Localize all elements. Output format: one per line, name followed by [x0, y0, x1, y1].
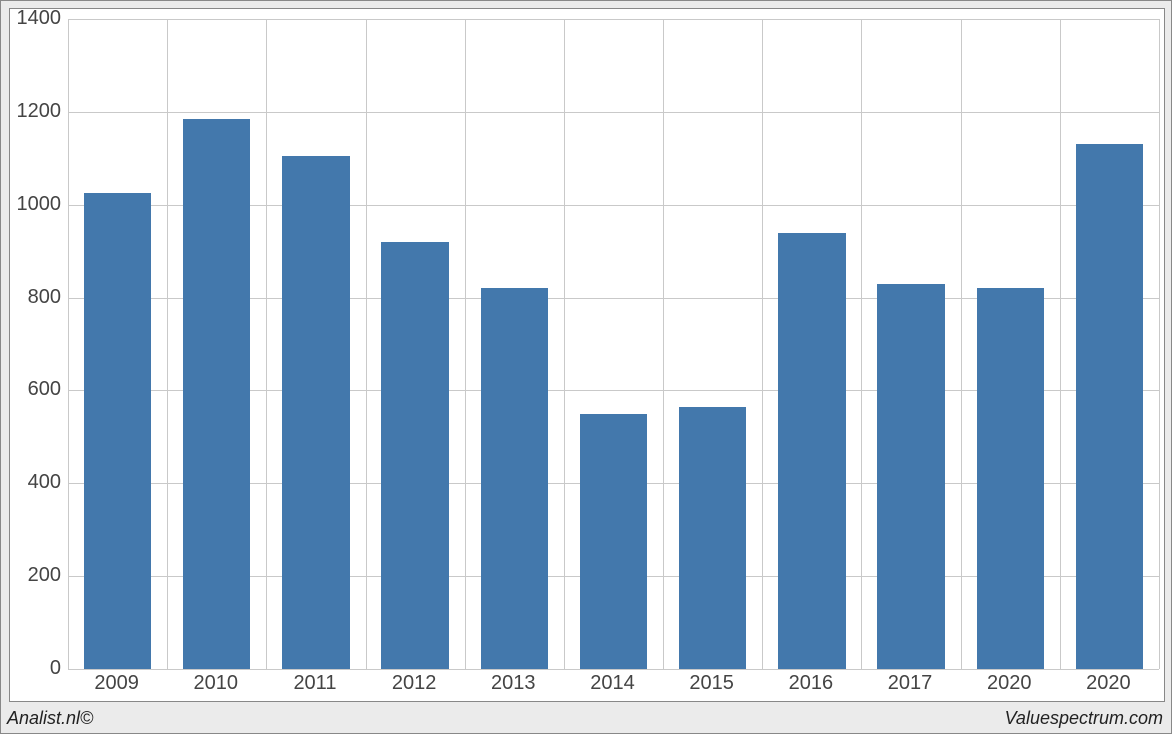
chart-outer-frame: 0200400600800100012001400 20092010201120…: [0, 0, 1172, 734]
x-tick-label: 2010: [166, 672, 265, 695]
y-tick-label: 0: [13, 657, 61, 680]
y-tick-label: 1000: [13, 193, 61, 216]
bar: [877, 284, 944, 669]
x-tick-label: 2009: [67, 672, 166, 695]
bar: [977, 288, 1044, 669]
bar: [84, 193, 151, 669]
bar: [481, 288, 548, 669]
gridline-horizontal: [68, 669, 1159, 670]
gridline-vertical: [167, 19, 168, 669]
bar: [778, 233, 845, 669]
footer-credit-right: Valuespectrum.com: [1005, 708, 1163, 729]
bar: [580, 414, 647, 669]
bar: [1076, 144, 1143, 669]
x-tick-label: 2017: [860, 672, 959, 695]
bar: [679, 407, 746, 669]
y-tick-label: 800: [13, 286, 61, 309]
x-tick-label: 2011: [265, 672, 364, 695]
gridline-vertical: [1060, 19, 1061, 669]
bar: [381, 242, 448, 669]
x-tick-label: 2016: [761, 672, 860, 695]
x-tick-label: 2015: [662, 672, 761, 695]
x-tick-label: 2014: [563, 672, 662, 695]
x-tick-label: 2012: [365, 672, 464, 695]
x-tick-label: 2013: [464, 672, 563, 695]
gridline-vertical: [663, 19, 664, 669]
x-tick-label: 2020: [1059, 672, 1158, 695]
gridline-horizontal: [68, 112, 1159, 113]
gridline-vertical: [762, 19, 763, 669]
footer-credit-left: Analist.nl©: [7, 708, 93, 729]
gridline-vertical: [366, 19, 367, 669]
gridline-vertical: [1159, 19, 1160, 669]
gridline-horizontal: [68, 19, 1159, 20]
plot-frame: [9, 8, 1165, 702]
y-tick-label: 600: [13, 378, 61, 401]
y-tick-label: 400: [13, 471, 61, 494]
gridline-vertical: [68, 19, 69, 669]
gridline-vertical: [465, 19, 466, 669]
bar: [282, 156, 349, 669]
bar: [183, 119, 250, 669]
y-tick-label: 1200: [13, 100, 61, 123]
gridline-vertical: [861, 19, 862, 669]
y-tick-label: 1400: [13, 7, 61, 30]
y-tick-label: 200: [13, 564, 61, 587]
x-tick-label: 2020: [960, 672, 1059, 695]
gridline-vertical: [266, 19, 267, 669]
gridline-vertical: [564, 19, 565, 669]
plot-area: [68, 19, 1159, 669]
gridline-vertical: [961, 19, 962, 669]
